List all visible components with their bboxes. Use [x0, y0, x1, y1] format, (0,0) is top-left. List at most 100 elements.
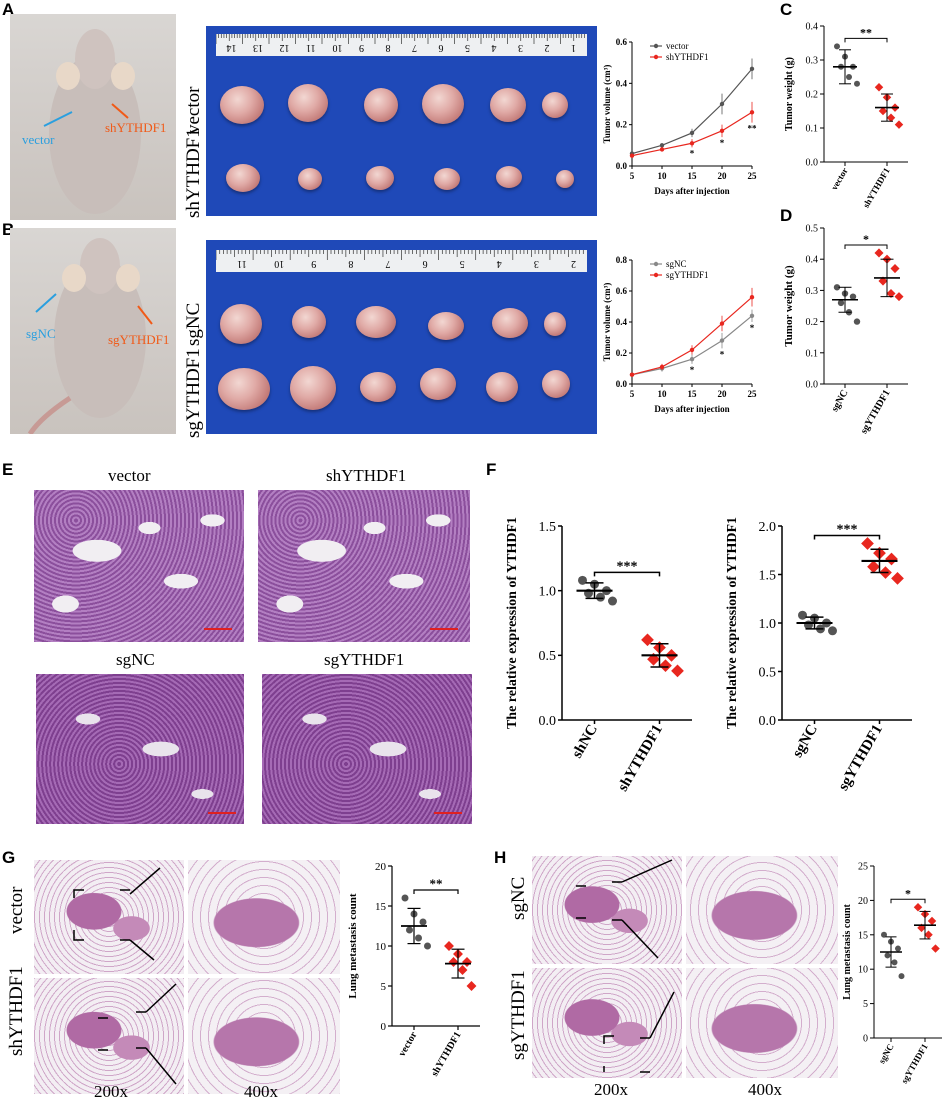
significance-mark: * [720, 349, 725, 359]
legend-marker [653, 261, 659, 267]
category-label: sgNC [790, 722, 821, 760]
y-tick-label: 0.2 [806, 90, 819, 101]
y-tick-label: 0.4 [616, 317, 628, 327]
panel-label-h: H [494, 848, 507, 867]
y-tick-label: 0.2 [806, 317, 819, 328]
data-point [719, 101, 725, 107]
tumor [288, 84, 328, 122]
chart-b-volume: 0.0 0.2 0.4 0.6 0.8 5 10 15 20 25 Days after injec… [602, 255, 757, 414]
legend-label: vector [666, 41, 689, 51]
arrow-label-vector: vector [22, 132, 55, 147]
y-tick-label: 0.5 [539, 649, 557, 664]
y-tick-label: 2.0 [759, 520, 777, 535]
y-tick-label: 20 [375, 861, 387, 873]
ruler-a: 14 13 12 11 10 9 8 7 6 5 4 3 2 1 [215, 34, 587, 56]
ruler-number: 6 [439, 42, 444, 53]
he-label-sgythdf1: sgYTHDF1 [324, 650, 405, 669]
data-point [890, 264, 900, 274]
data-point [596, 592, 605, 602]
y-tick-label: 0.3 [806, 56, 819, 67]
data-point [659, 147, 665, 152]
data-point [671, 664, 684, 678]
y-tick-label: 0.0 [616, 379, 628, 389]
category-label: shYTHDF1 [615, 722, 666, 794]
he-label-sgnc: sgNC [116, 650, 155, 669]
data-point [608, 596, 617, 606]
y-tick-label: 0.0 [759, 714, 777, 729]
data-point [406, 926, 413, 934]
panel-label-d: D [780, 206, 793, 225]
ruler-number: 6 [423, 258, 428, 269]
data-point [849, 293, 857, 300]
y-tick-label: 0.1 [806, 124, 819, 135]
data-point [854, 80, 860, 87]
mag-label-200x-h: 200x [594, 1080, 628, 1099]
tumor [542, 92, 568, 118]
arrow-label-sg: sgYTHDF1 [108, 332, 170, 347]
data-point [689, 130, 695, 136]
ruler-number: 7 [386, 258, 391, 269]
significance-mark: ** [430, 876, 443, 891]
data-point [837, 299, 845, 307]
ruler-number: 12 [280, 42, 290, 53]
tumor [434, 168, 460, 190]
y-axis-label: Tumor weight (g) [784, 57, 795, 131]
lung-image-vector-200x [34, 860, 184, 974]
arrow-label-sh: shYTHDF1 [105, 120, 167, 135]
tumor [356, 306, 396, 338]
data-point [881, 931, 887, 938]
ruler-number: 4 [492, 42, 497, 53]
y-tick-label: 15 [375, 901, 387, 913]
y-axis-label: Tumor volume (cm³) [602, 65, 612, 144]
legend-marker [653, 272, 659, 278]
y-tick-label: 10 [858, 965, 868, 976]
data-point [415, 934, 422, 942]
ruler-number: 11 [306, 42, 316, 53]
category-label: shYTHDF1 [429, 1030, 463, 1078]
mouse-photo-a: vector shYTHDF1 [10, 14, 176, 220]
data-point [895, 945, 901, 952]
significance-mark: *** [837, 522, 858, 537]
significance-mark: * [690, 365, 695, 375]
data-point [629, 153, 635, 158]
data-point [578, 575, 587, 585]
data-point [891, 572, 904, 585]
ruler-number: 10 [333, 42, 343, 53]
data-point [629, 372, 635, 377]
y-tick-label: 1.5 [759, 568, 777, 583]
x-tick-label: 15 [688, 389, 698, 399]
y-axis-label: Lung metastasis count [347, 893, 359, 998]
y-tick-label: 0 [381, 1021, 387, 1033]
significance-mark: ** [860, 25, 872, 39]
data-point [462, 957, 472, 967]
lung-image-sgythdf1-400x [686, 968, 838, 1078]
tumor [360, 372, 396, 402]
y-tick-label: 1.0 [539, 585, 557, 600]
significance-mark: * [690, 148, 695, 158]
he-image-sgythdf1 [262, 674, 472, 824]
tumor [298, 168, 322, 190]
tumor [366, 166, 394, 190]
data-point [861, 537, 874, 550]
tumor [544, 312, 566, 336]
ruler-number: 9 [311, 258, 316, 269]
data-point [689, 357, 695, 362]
data-point [444, 941, 454, 951]
data-point [659, 364, 665, 370]
x-tick-label: 25 [748, 171, 758, 181]
panel-label-g: G [2, 848, 16, 867]
tumor [226, 164, 260, 192]
data-point [689, 141, 695, 146]
data-point [884, 952, 891, 959]
y-tick-label: 0.0 [806, 158, 819, 169]
arrow-label-sgnc: sgNC [26, 326, 56, 341]
category-label: sgNC [829, 388, 850, 414]
y-tick-label: 25 [858, 862, 868, 873]
significance-bracket [413, 889, 459, 894]
data-point [894, 120, 904, 129]
category-label: vector [397, 1030, 420, 1059]
scale-bar [430, 628, 458, 630]
ruler-number: 3 [534, 258, 539, 269]
mouse-silhouette [27, 238, 146, 434]
x-axis-label: Days after injection [654, 404, 729, 414]
